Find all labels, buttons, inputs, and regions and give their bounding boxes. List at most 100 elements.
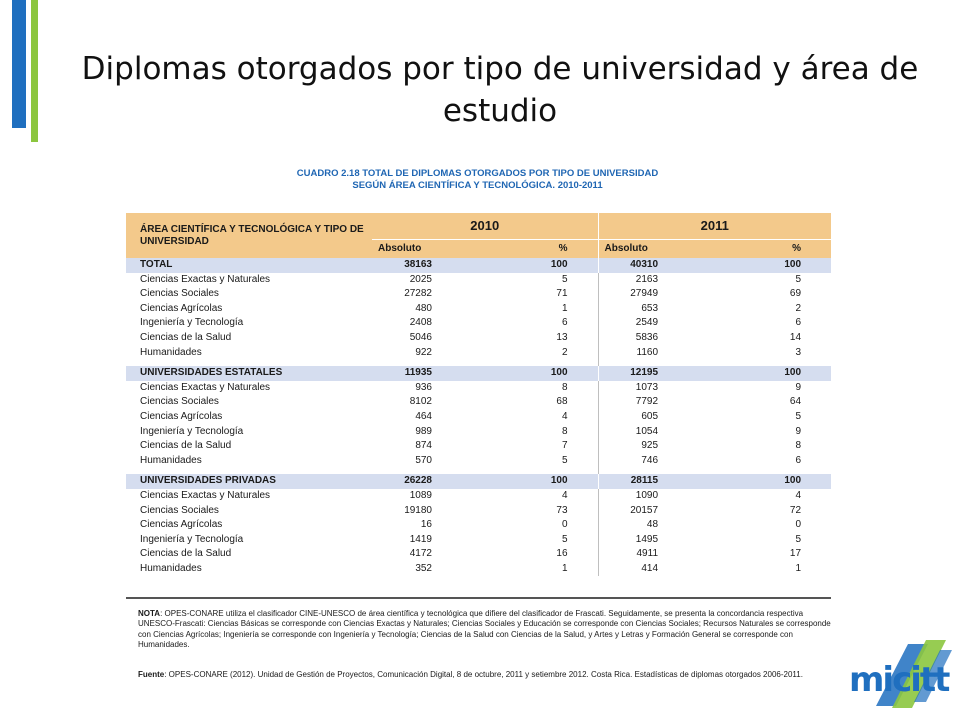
row-pct-2011: 6 — [795, 317, 802, 329]
row-pct-2011: 69 — [789, 288, 802, 300]
group-name: UNIVERSIDADES PRIVADAS — [126, 474, 372, 489]
group-name: UNIVERSIDADES ESTATALES — [126, 366, 372, 381]
group-name: TOTAL — [126, 258, 372, 273]
row-value-2010: 874 — [415, 440, 432, 452]
note-divider — [126, 597, 831, 599]
row-label: Ciencias Agrícolas — [140, 302, 223, 314]
row-pct-2010: 5 — [561, 273, 568, 285]
row-pct-2010: 5 — [561, 533, 568, 545]
table-row: Ingeniería y Tecnología 1419 5 1495 5 — [126, 532, 831, 548]
group-value-2011: 40310 — [597, 258, 669, 273]
slide-title: Diplomas otorgados por tipo de universid… — [81, 51, 919, 129]
row-pct-2010: 4 — [561, 489, 568, 501]
row-value-2010: 922 — [415, 346, 432, 358]
table-header-row: ÁREA CIENTÍFICA Y TECNOLÓGICA Y TIPO DE … — [126, 213, 832, 247]
group-pct-2010: 100 — [442, 258, 599, 273]
row-label: Ciencias Sociales — [140, 504, 219, 516]
table-row: Ciencias Sociales 27282 71 27949 69 — [126, 287, 831, 302]
row-label: Humanidades — [140, 454, 202, 466]
group-gap — [126, 468, 831, 475]
row-pct-2011: 3 — [795, 346, 802, 358]
note-text: : OPES-CONARE utiliza el clasificador CI… — [138, 609, 831, 650]
row-pct-2011: 5 — [795, 273, 802, 285]
row-value-2010: 19180 — [404, 504, 432, 516]
row-value-2011: 653 — [597, 301, 669, 317]
table-row: Ciencias Agrícolas 16 0 48 0 — [126, 518, 831, 533]
header-area: ÁREA CIENTÍFICA Y TECNOLÓGICA Y TIPO DE … — [140, 223, 364, 247]
table-row: Humanidades 570 5 746 6 — [126, 453, 831, 469]
row-pct-2010: 7 — [561, 440, 568, 452]
row-pct-2011: 14 — [789, 331, 802, 343]
header-pct-2011: % — [792, 242, 802, 254]
row-value-2010: 936 — [415, 381, 432, 393]
row-value-2010: 480 — [415, 302, 432, 314]
row-label: Ciencias de la Salud — [140, 331, 232, 343]
row-value-2011: 48 — [597, 518, 669, 533]
row-value-2011: 605 — [597, 409, 669, 425]
group-value-2011: 28115 — [597, 474, 669, 489]
group-pct-2011: 100 — [668, 474, 832, 489]
row-pct-2010: 1 — [561, 562, 568, 574]
row-pct-2010: 73 — [556, 504, 568, 516]
group-pct-2011: 100 — [668, 366, 832, 381]
row-label: Ciencias Sociales — [140, 288, 219, 300]
table-row: Ciencias Agrícolas 480 1 653 2 — [126, 301, 831, 317]
row-value-2011: 746 — [597, 453, 669, 469]
row-label: Ciencias Agrícolas — [140, 410, 223, 422]
header-absoluto-2011: Absoluto — [604, 242, 648, 254]
row-pct-2010: 71 — [556, 288, 568, 300]
group-pct-2010: 100 — [442, 366, 599, 381]
row-label: Ciencias Exactas y Naturales — [140, 381, 271, 393]
table-body: TOTAL 38163 100 40310 100 Ciencias Exactas y … — [126, 258, 832, 577]
row-pct-2010: 16 — [556, 548, 568, 560]
row-value-2010: 570 — [415, 454, 432, 466]
accent-bar-green — [31, 0, 38, 142]
row-value-2010: 352 — [415, 562, 432, 574]
table-row: Ciencias de la Salud 5046 13 5836 14 — [126, 330, 831, 346]
row-value-2010: 8102 — [409, 396, 432, 408]
row-pct-2011: 72 — [789, 504, 802, 516]
row-pct-2011: 6 — [795, 454, 802, 466]
row-pct-2010: 4 — [561, 410, 568, 422]
row-pct-2011: 4 — [795, 489, 802, 501]
row-label: Ciencias Exactas y Naturales — [140, 489, 271, 501]
group-value-2011: 12195 — [597, 366, 669, 381]
row-value-2011: 2549 — [597, 316, 669, 331]
table-row: Ciencias de la Salud 874 7 925 8 — [126, 439, 831, 454]
group-total-row: UNIVERSIDADES ESTATALES 11935 100 12195 100 — [126, 366, 832, 381]
row-pct-2011: 9 — [795, 381, 802, 393]
row-value-2011: 925 — [597, 439, 669, 454]
table-row: Ciencias Sociales 19180 73 20157 72 — [126, 503, 831, 519]
table-row: Ciencias de la Salud 4172 16 4911 17 — [126, 547, 831, 562]
row-value-2011: 1073 — [597, 380, 669, 396]
row-value-2010: 464 — [415, 410, 432, 422]
table-row: Humanidades 352 1 414 1 — [126, 561, 831, 577]
row-label: Ciencias de la Salud — [140, 548, 232, 560]
row-pct-2011: 1 — [795, 562, 802, 574]
row-pct-2011: 5 — [795, 533, 802, 545]
row-pct-2011: 0 — [795, 519, 802, 531]
row-value-2010: 4172 — [409, 548, 432, 560]
row-pct-2010: 8 — [561, 425, 568, 437]
row-value-2010: 2408 — [409, 317, 432, 329]
row-value-2011: 414 — [597, 561, 669, 577]
source-label: Fuente — [138, 670, 165, 679]
row-pct-2010: 13 — [556, 331, 568, 343]
table-source: Fuente: OPES-CONARE (2012). Unidad de Ge… — [138, 670, 833, 680]
source-text: : OPES-CONARE (2012). Unidad de Gestión … — [164, 670, 803, 679]
table-row: Ciencias Agrícolas 464 4 605 5 — [126, 409, 831, 425]
group-total-row: UNIVERSIDADES PRIVADAS 26228 100 28115 100 — [126, 474, 832, 489]
table-row: Ciencias Exactas y Naturales 1089 4 1090 4 — [126, 488, 831, 504]
table-row: Ingeniería y Tecnología 989 8 1054 9 — [126, 424, 831, 440]
row-value-2011: 1090 — [597, 488, 669, 504]
row-value-2010: 1419 — [409, 533, 432, 545]
row-label: Ciencias Sociales — [140, 396, 219, 408]
row-value-2010: 1089 — [409, 489, 432, 501]
group-gap — [126, 360, 831, 367]
accent-bar-blue — [12, 0, 26, 128]
row-pct-2011: 17 — [789, 548, 802, 560]
micitt-logo-text: micitt — [849, 660, 950, 700]
note-label: NOTA — [138, 609, 161, 618]
row-label: Humanidades — [140, 562, 202, 574]
row-pct-2011: 8 — [795, 440, 802, 452]
